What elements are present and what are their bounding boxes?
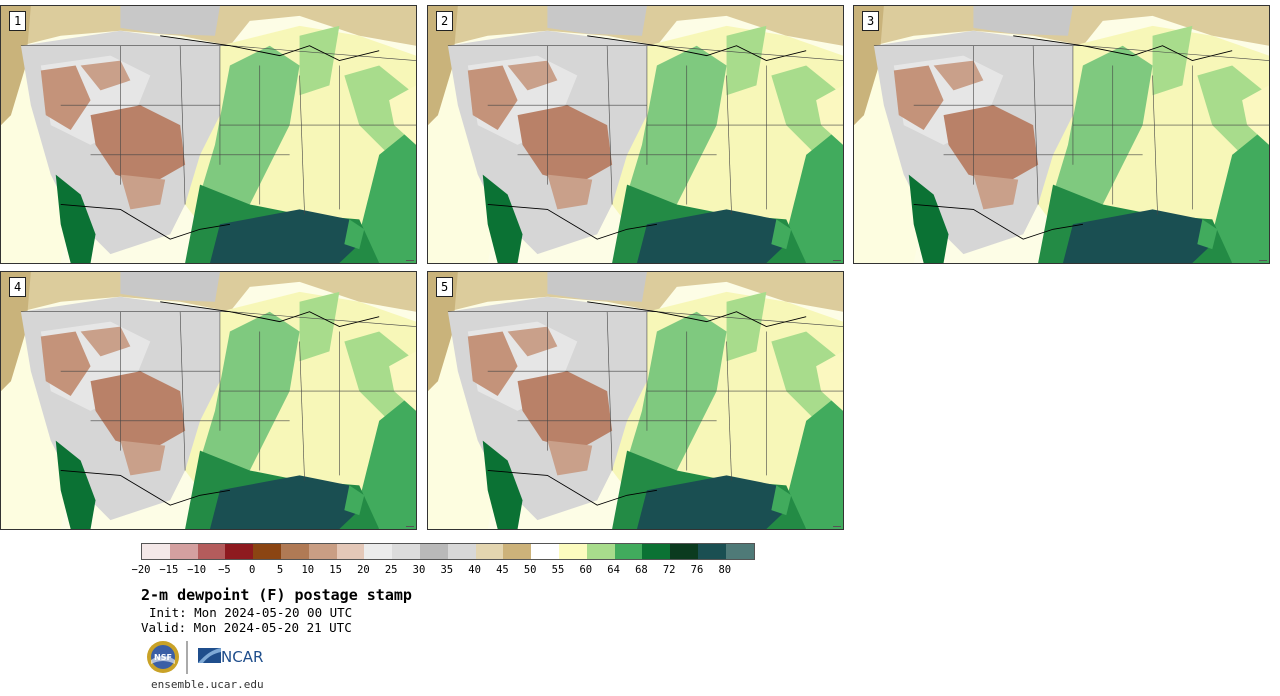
dewpoint-map — [854, 6, 1269, 263]
colorbar-tick-label: 50 — [523, 564, 537, 576]
colorbar-tick-label: 35 — [440, 564, 454, 576]
panel-number-label: 2 — [436, 11, 454, 31]
colorbar-segment — [419, 544, 448, 559]
dewpoint-colorbar — [141, 543, 755, 560]
colorbar-segment — [697, 544, 726, 559]
colorbar-tick-label: 10 — [301, 564, 315, 576]
colorbar-segment — [225, 544, 254, 559]
panel-number-label: 1 — [9, 11, 27, 31]
colorbar-segment — [558, 544, 587, 559]
colorbar-segment — [531, 544, 559, 559]
colorbar-segment — [308, 544, 337, 559]
colorbar-tick-label: 45 — [496, 564, 509, 576]
panel-corner-mark — [406, 526, 414, 527]
map-panel-4: 4 — [0, 271, 417, 530]
colorbar-segment — [475, 544, 504, 559]
colorbar-tick-label: 20 — [357, 564, 370, 576]
colorbar-tick-label: −20 — [131, 564, 151, 576]
colorbar-tick-label: 64 — [607, 564, 620, 576]
colorbar-segment — [670, 544, 698, 559]
dewpoint-map — [428, 6, 843, 263]
panel-number-label: 5 — [436, 277, 454, 297]
map-panel-3: 3 — [853, 5, 1270, 264]
colorbar-tick-label: 60 — [579, 564, 593, 576]
colorbar-tick-label: 15 — [329, 564, 342, 576]
colorbar-tick-label: 0 — [249, 564, 256, 576]
dewpoint-map — [428, 272, 843, 529]
colorbar-segment — [280, 544, 309, 559]
panel-corner-mark — [833, 260, 841, 261]
colorbar-segment — [169, 544, 198, 559]
colorbar-segment — [336, 544, 365, 559]
colorbar-segment — [364, 544, 393, 559]
colorbar-tick-label: 30 — [412, 564, 426, 576]
colorbar-segment — [642, 544, 671, 559]
panel-corner-mark — [1259, 260, 1267, 261]
ncar-logo-text: NCAR — [221, 648, 263, 666]
colorbar-tick-label: 80 — [718, 564, 732, 576]
nsf-ncar-logos: NSF NCAR — [147, 641, 263, 674]
nsf-logo-icon: NSF — [147, 641, 179, 673]
panel-corner-mark — [833, 526, 841, 527]
colorbar-segment — [725, 544, 754, 559]
colorbar-tick-label: 5 — [276, 564, 284, 576]
colorbar-segment — [253, 544, 281, 559]
map-panel-2: 2 — [427, 5, 844, 264]
chart-title: 2-m dewpoint (F) postage stamp — [141, 586, 412, 604]
ncar-logo-icon: NCAR — [198, 648, 263, 666]
dewpoint-map — [1, 6, 416, 263]
colorbar-tick-label: 68 — [635, 564, 648, 576]
map-panel-1: 1 — [0, 5, 417, 264]
map-panel-5: 5 — [427, 271, 844, 530]
colorbar-tick-label: −5 — [218, 564, 231, 576]
panel-corner-mark — [406, 260, 414, 261]
colorbar-segment — [447, 544, 476, 559]
valid-time: Valid: Mon 2024-05-20 21 UTC — [141, 620, 352, 635]
site-url: ensemble.ucar.edu — [151, 678, 264, 691]
colorbar-tick-label: 76 — [690, 564, 704, 576]
colorbar-tick-label: 55 — [551, 564, 565, 576]
colorbar-segment — [503, 544, 532, 559]
colorbar-segment — [142, 544, 170, 559]
colorbar-tick-label: 72 — [662, 564, 676, 576]
init-time: Init: Mon 2024-05-20 00 UTC — [149, 605, 353, 620]
colorbar-segment — [614, 544, 643, 559]
colorbar-tick-label: 40 — [468, 564, 481, 576]
colorbar-tick-label: −10 — [187, 564, 207, 576]
colorbar-tick-label: −15 — [159, 564, 179, 576]
nsf-logo-text: NSF — [154, 653, 172, 662]
panel-number-label: 3 — [862, 11, 880, 31]
colorbar-tick-label: 25 — [384, 564, 398, 576]
dewpoint-map — [1, 272, 416, 529]
colorbar-segment — [197, 544, 226, 559]
colorbar-segment — [586, 544, 615, 559]
panel-number-label: 4 — [9, 277, 27, 297]
colorbar-segment — [392, 544, 420, 559]
